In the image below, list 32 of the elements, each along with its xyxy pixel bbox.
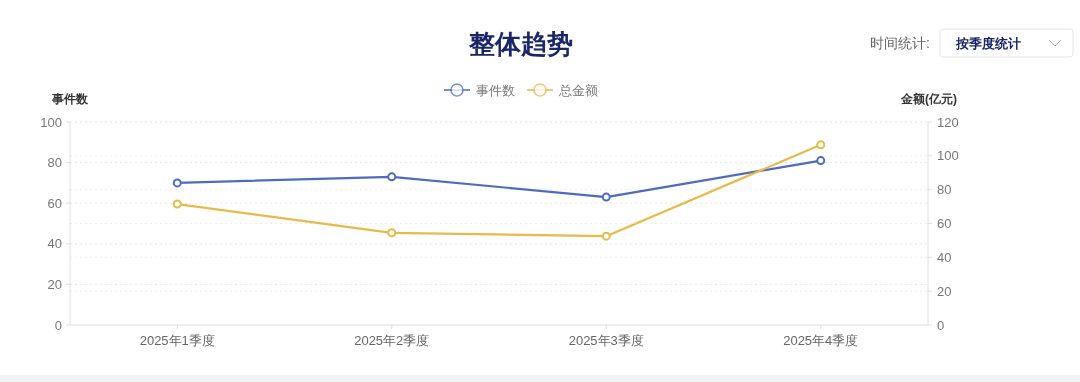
chart-title: 整体趋势 [468,29,573,59]
y2-tick-label: 0 [937,317,945,333]
y-tick-label: 0 [54,317,62,333]
x-tick-label: 2025年4季度 [783,333,859,348]
y2-tick-label: 80 [937,182,952,198]
point [601,231,611,241]
text: 按季度统计 [955,36,1021,51]
y-tick-label: 100 [40,114,62,130]
x-tick-label: 2025年1季度 [139,333,215,348]
y-axis-title: 事件数 [51,92,89,106]
point [816,140,826,150]
point [172,178,182,188]
legend-label: 总金额 [558,82,598,98]
text: 时间统计: [870,35,930,51]
y-tick-label: 20 [47,276,62,292]
x-tick-label: 2025年3季度 [568,333,644,348]
point [387,228,397,238]
y2-tick-label: 100 [937,148,959,164]
y-tick-label: 40 [47,236,62,252]
y2-tick-label: 60 [937,216,952,231]
y2-tick-label: 40 [937,249,952,265]
y2-axis-title: 金额(亿元) [900,92,957,106]
x-tick-label: 2025年2季度 [354,333,430,348]
y-tick-label: 80 [47,155,62,171]
legend-label: 事件数 [476,82,515,98]
y-tick-label: 60 [47,195,62,211]
point [387,172,397,182]
y2-tick-label: 120 [937,114,959,130]
point [816,156,826,166]
y2-tick-label: 20 [937,283,952,299]
point [172,199,182,209]
point [601,192,611,202]
